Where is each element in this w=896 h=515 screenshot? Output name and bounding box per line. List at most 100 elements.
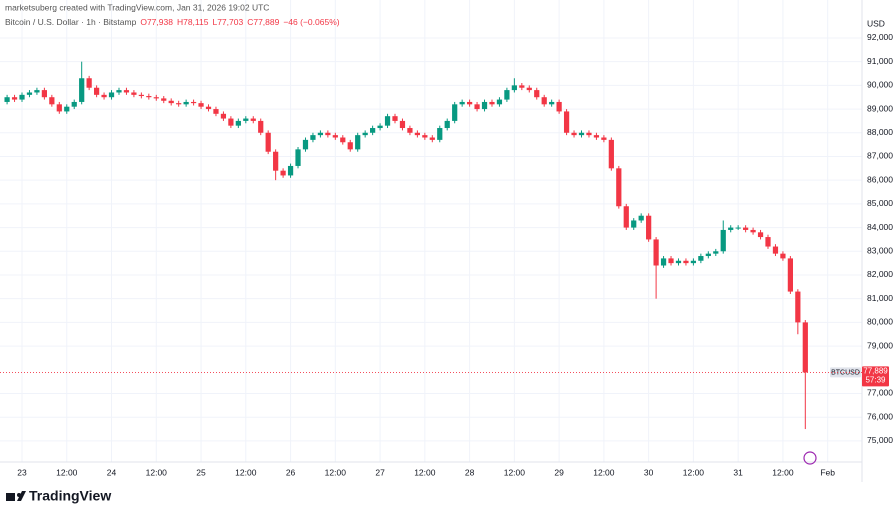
candle-body [496,99,503,105]
candle-body [26,92,33,95]
y-tick-label: 88,000 [867,127,893,137]
candle-body [437,128,443,140]
x-tick-label: 12:00 [772,467,794,477]
candle-body [623,206,629,228]
candle-body [332,135,338,138]
x-tick-label: 12:00 [325,467,347,477]
attribution: marketsuberg created with TradingView.co… [5,2,269,12]
price-tag-bg [862,366,889,387]
candle-body [362,132,368,136]
candle-body [71,101,77,107]
candle-body [93,87,100,95]
candle-body [638,215,644,221]
x-tick-label: 27 [375,467,385,477]
candle-body [787,258,793,292]
candle-body [399,120,406,129]
candle-body [526,87,532,91]
candle-body [720,229,726,252]
candle-body [392,116,398,121]
y-tick-label: 76,000 [867,411,893,421]
candle-body [384,116,391,126]
candle-body [646,215,652,240]
chart-title: Bitcoin / U.S. Dollar · 1h · Bitstamp [5,17,137,27]
candle-body [429,137,435,140]
candle-body [660,258,667,266]
candle-body [653,239,659,266]
y-tick-label: 87,000 [867,151,893,161]
y-tick-label: 90,000 [867,80,893,90]
y-tick-label: 82,000 [867,269,893,279]
y-tick-label: 86,000 [867,174,893,184]
candle-body [153,97,159,99]
candle-body [235,120,241,126]
candle-body [586,132,592,136]
replay-icon[interactable] [803,451,817,465]
candle-body [317,132,324,136]
candle-body [549,101,555,105]
y-tick-label: 75,000 [867,435,893,445]
x-tick-label: 25 [196,467,206,477]
candle-body [183,101,189,105]
candle-body [205,106,212,110]
y-tick-label: 83,000 [867,246,893,256]
candle-body [474,104,480,110]
header: Bitcoin / U.S. Dollar · 1h · Bitstamp O77… [5,17,340,27]
candle-body [519,85,525,88]
x-tick-label: 23 [17,467,27,477]
candle-body [698,256,704,261]
x-tick-label: 12:00 [593,467,615,477]
candle-body [772,246,779,254]
candle-body [213,109,219,114]
candle-body [258,120,264,133]
candle-body [608,139,614,169]
candle-body [705,253,711,257]
ohlc-high: H78,115 [177,17,209,27]
candle-body [675,260,682,264]
y-tick-label: 85,000 [867,198,893,208]
candle-body [123,90,130,93]
candle-body [161,98,167,101]
x-tick-label: 12:00 [683,467,705,477]
candle-body [757,232,764,238]
candle-body [146,96,152,98]
candle-body [728,227,734,230]
brand: TradingView [29,488,111,504]
candle-body [713,251,719,254]
candle-body [489,101,495,105]
candle-body [41,90,47,98]
candle-body [780,253,786,259]
candle-body [250,118,256,121]
y-tick-label: 77,000 [867,388,893,398]
candle-body [444,120,450,129]
candle-body [280,170,286,176]
y-tick-label: 79,000 [867,340,893,350]
candle-body [668,258,674,264]
candle-body [578,132,585,136]
candle-body [355,135,361,150]
candle-body [534,90,540,98]
x-tick-label: 12:00 [235,467,257,477]
x-tick-label: Feb [820,467,835,477]
countdown-tag: 57:39 [865,376,886,385]
candle-body [452,104,458,121]
candle-body [511,85,517,91]
candle-body [370,128,376,133]
y-tick-label: 92,000 [867,32,893,42]
symbol-tag: BTCUSD [831,369,860,376]
candle-body [347,142,353,150]
grid [0,0,862,462]
candle-body [138,94,144,97]
candle-body [273,151,279,171]
x-tick-label: 28 [465,467,475,477]
candle-body [765,237,771,247]
candle-body [131,92,137,95]
x-tick-label: 30 [644,467,654,477]
candle-body [795,291,801,323]
candle-body [466,101,473,105]
candle-body [631,220,637,228]
candle-body [504,90,510,100]
candle-body [108,92,115,98]
x-tick-label: 12:00 [56,467,78,477]
ohlc-open: O77,938 [140,17,173,27]
